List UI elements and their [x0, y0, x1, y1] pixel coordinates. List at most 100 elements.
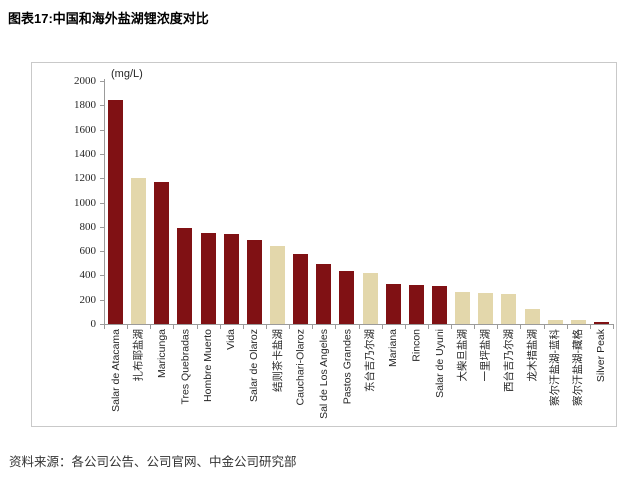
y-axis-tick-label: 1400 [74, 147, 96, 160]
x-axis-label: 察尔汗盐湖-藏格 [572, 329, 585, 406]
bar-Pastos Grandes [339, 270, 355, 324]
y-axis-tick-mark [100, 251, 104, 253]
bar-cell [289, 81, 312, 324]
x-axis-label: 西台吉乃尔湖 [502, 329, 515, 392]
bar-cell [451, 81, 474, 324]
bar-cell [127, 81, 150, 324]
y-axis-tick-label: 1800 [74, 99, 96, 112]
x-axis-labels: Salar de Atacama 扎布耶盐湖 Maricunga Tres Quebr… [104, 329, 613, 425]
x-axis-tick-mark [196, 325, 198, 329]
x-axis-label: 龙木措盐湖 [526, 329, 539, 382]
bar-cell [428, 81, 451, 324]
bar-Salar de Atacama [108, 100, 124, 324]
x-axis-label: Hombre Muerto [202, 329, 215, 402]
y-axis-tick-mark [100, 324, 104, 325]
bar-cell [150, 81, 173, 324]
bar-察尔汗盐湖-藏格 [570, 320, 586, 324]
x-axis-line [104, 324, 614, 325]
x-axis-tick-mark [613, 325, 614, 329]
x-axis-label: Salar de Atacama [109, 329, 122, 412]
bar-cell [567, 81, 590, 324]
bar-龙木措盐湖 [524, 308, 540, 324]
x-axis-tick-mark [404, 325, 406, 329]
x-axis-label: 东台吉乃尔湖 [364, 329, 377, 392]
y-axis-tick-mark [100, 299, 104, 301]
y-axis-tick-mark [100, 105, 104, 107]
x-axis-label: Pastos Grandes [340, 329, 353, 405]
bar-cell [312, 81, 335, 324]
x-axis-tick-mark [589, 325, 591, 329]
figure-title: 图表17:中国和海外盐湖锂浓度对比 [8, 11, 209, 26]
y-axis-tick-label: 1600 [74, 123, 96, 136]
bar-Salar de Olaroz [246, 240, 262, 324]
bar-结则茶卡盐湖 [270, 246, 286, 324]
y-axis-line [104, 79, 105, 324]
x-axis-label: 结则茶卡盐湖 [271, 329, 284, 392]
bar-cell [220, 81, 243, 324]
bar-cell [335, 81, 358, 324]
y-axis-tick-label: 600 [79, 245, 97, 258]
x-axis-tick-mark [289, 325, 291, 329]
y-axis-tick-mark [100, 129, 104, 131]
y-axis-tick-mark [100, 275, 104, 277]
bar-cell [382, 81, 405, 324]
bar-Tres Quebradas [177, 228, 193, 324]
bar-cell [497, 81, 520, 324]
x-axis-label: Mariana [387, 329, 400, 367]
bar-一里坪盐湖 [478, 293, 494, 324]
y-axis-unit-label: (mg/L) [111, 68, 143, 80]
x-axis-tick-mark [543, 325, 545, 329]
x-axis-tick-mark [265, 325, 267, 329]
x-axis-label: Sal de Los Angeles [317, 329, 330, 419]
bar-cell [544, 81, 567, 324]
x-axis-label: 扎布耶盐湖 [132, 329, 145, 382]
bar-东台吉乃尔湖 [362, 272, 378, 324]
y-axis-tick-mark [100, 153, 104, 155]
x-axis-label: Rincon [410, 329, 423, 362]
bar-cell [474, 81, 497, 324]
y-axis-tick-mark [100, 226, 104, 228]
x-axis-label: 一里坪盐湖 [479, 329, 492, 382]
bar-cell [104, 81, 127, 324]
x-axis-tick-mark [173, 325, 175, 329]
x-axis-tick-mark [566, 325, 568, 329]
bar-察尔汗盐湖-蓝科 [547, 319, 563, 324]
x-axis-label: Salar de Uyuni [433, 329, 446, 398]
bar-Salar de Uyuni [432, 285, 448, 324]
y-axis-tick-mark [100, 178, 104, 180]
x-axis-tick-mark [474, 325, 476, 329]
bar-cell [590, 81, 613, 324]
y-axis-tick-label: 200 [79, 293, 97, 306]
bar-西台吉乃尔湖 [501, 293, 517, 324]
source-note: 资料来源：各公司公告、公司官网、中金公司研究部 [9, 455, 297, 469]
x-axis-label: 察尔汗盐湖-蓝科 [549, 329, 562, 406]
y-axis-tick-label: 2000 [74, 75, 96, 87]
y-axis-tick-label: 1200 [74, 172, 96, 185]
x-axis-label: Salar de Olaroz [248, 329, 261, 402]
bar-Maricunga [154, 181, 170, 324]
y-axis-tick-label: 400 [79, 269, 97, 282]
y-axis-tick-label: 0 [90, 318, 97, 330]
bar-cell [405, 81, 428, 324]
bar-Sal de Los Angeles [316, 264, 332, 324]
bar-cell [266, 81, 289, 324]
bar-Mariana [385, 283, 401, 324]
y-axis-tick-mark [100, 202, 104, 204]
y-axis-tick-label: 1000 [74, 196, 96, 209]
x-axis-label: Silver Peak [595, 329, 608, 383]
x-axis-tick-mark [497, 325, 499, 329]
bar-Cauchari-Olaroz [293, 253, 309, 324]
bar-cell [197, 81, 220, 324]
bar-Silver Peak [594, 321, 610, 324]
x-axis-label: Cauchari-Olaroz [294, 329, 307, 406]
x-axis-label: 大柴旦盐湖 [456, 329, 469, 382]
y-axis-tick-label: 800 [79, 220, 97, 233]
x-axis-tick-mark [335, 325, 337, 329]
bar-扎布耶盐湖 [131, 178, 147, 324]
bar-cell [173, 81, 196, 324]
x-axis-tick-mark [358, 325, 360, 329]
x-axis-tick-mark [127, 325, 129, 329]
x-axis-tick-mark [104, 325, 105, 329]
plot-area [104, 81, 613, 324]
